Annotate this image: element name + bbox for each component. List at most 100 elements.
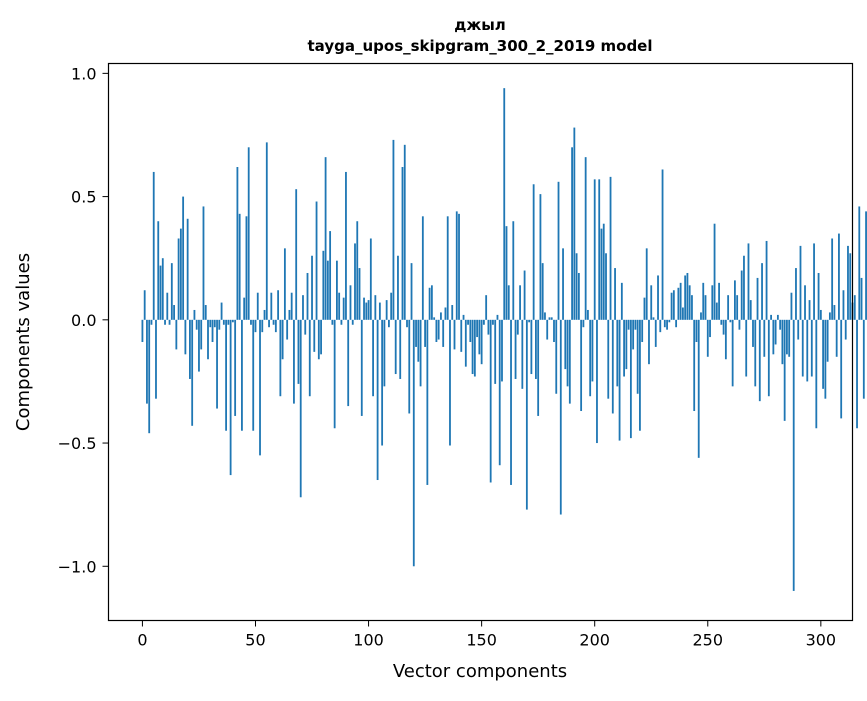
bar-256 <box>720 319 723 325</box>
bar-224 <box>648 319 650 365</box>
bar-194 <box>580 319 583 412</box>
bar-148 <box>476 319 479 338</box>
bar-203 <box>600 228 603 320</box>
bar-289 <box>795 268 797 320</box>
bar-10 <box>164 319 166 325</box>
bar-310 <box>842 290 845 320</box>
bar-83 <box>329 231 332 320</box>
bar-255 <box>718 282 720 320</box>
bar-173 <box>532 184 535 320</box>
bar-257 <box>722 319 725 335</box>
bar-96 <box>358 268 361 320</box>
bar-271 <box>754 319 757 387</box>
bar-201 <box>596 319 598 444</box>
bar-131 <box>437 319 440 340</box>
bar-177 <box>541 263 544 320</box>
bar-140 <box>458 213 460 320</box>
bar-288 <box>792 319 795 591</box>
bar-308 <box>838 233 840 320</box>
bar-122 <box>417 319 420 362</box>
bar-319 <box>862 319 865 399</box>
bar-137 <box>451 305 454 320</box>
bar-38 <box>227 319 230 325</box>
bar-146 <box>471 319 474 375</box>
bar-52 <box>259 319 261 456</box>
bar-99 <box>365 302 368 320</box>
bar-24 <box>195 319 198 330</box>
bar-297 <box>813 243 815 320</box>
bar-228 <box>657 275 659 320</box>
bar-21 <box>189 319 191 379</box>
bar-285 <box>786 319 788 355</box>
bar-156 <box>494 319 497 384</box>
bar-4 <box>150 319 153 325</box>
bar-128 <box>430 285 433 320</box>
bar-284 <box>783 319 786 421</box>
bar-73 <box>306 272 309 320</box>
bar-80 <box>322 250 325 320</box>
bar-106 <box>381 319 384 446</box>
bar-208 <box>611 319 614 414</box>
bar-307 <box>835 319 838 357</box>
bar-193 <box>577 272 580 320</box>
bar-93 <box>351 319 354 325</box>
bar-39 <box>229 319 232 476</box>
bar-227 <box>654 319 657 347</box>
bar-86 <box>336 260 338 320</box>
bar-211 <box>618 319 621 441</box>
bar-112 <box>394 319 397 375</box>
bar-87 <box>338 292 341 320</box>
bar-11 <box>166 292 169 320</box>
bar-220 <box>639 319 641 431</box>
bar-130 <box>435 319 438 342</box>
bar-210 <box>616 319 619 387</box>
y-tick-label: 0.5 <box>71 188 96 207</box>
bar-240 <box>684 275 687 320</box>
bar-275 <box>763 319 766 357</box>
x-axis: 0 50 100 150 200 250 300 <box>137 620 836 650</box>
bar-198 <box>589 319 592 397</box>
bar-14 <box>173 305 175 320</box>
bar-92 <box>349 285 352 320</box>
bar-98 <box>363 297 365 320</box>
bar-152 <box>485 295 488 320</box>
bar-282 <box>779 319 782 330</box>
x-tick-label: 0 <box>137 631 147 650</box>
bar-78 <box>317 319 320 360</box>
bar-320 <box>865 211 867 320</box>
bar-36 <box>222 319 225 325</box>
bar-309 <box>840 319 843 419</box>
bar-182 <box>553 319 555 342</box>
bar-287 <box>790 292 793 320</box>
bar-0 <box>141 319 144 342</box>
bar-126 <box>426 319 429 485</box>
bar-195 <box>582 319 585 328</box>
bar-264 <box>738 319 741 330</box>
bar-265 <box>740 270 743 320</box>
bar-234 <box>670 292 673 320</box>
bar-141 <box>460 319 463 352</box>
bar-26 <box>200 319 203 350</box>
bar-270 <box>752 319 754 347</box>
bar-124 <box>421 216 424 320</box>
bar-280 <box>774 319 777 345</box>
bar-43 <box>238 213 241 320</box>
bar-147 <box>473 319 476 377</box>
bar-9 <box>161 258 164 320</box>
bar-139 <box>455 211 458 320</box>
bar-244 <box>693 319 696 412</box>
y-tick-label: 0.0 <box>71 311 96 330</box>
bar-226 <box>652 317 655 320</box>
bar-241 <box>686 272 689 320</box>
bar-196 <box>584 157 587 320</box>
bar-185 <box>559 319 562 515</box>
bar-301 <box>822 319 825 389</box>
bar-286 <box>788 319 791 357</box>
bar-217 <box>632 319 635 350</box>
bar-304 <box>828 312 831 320</box>
bar-143 <box>464 319 467 367</box>
bar-303 <box>826 319 829 362</box>
bar-181 <box>550 317 553 320</box>
bar-157 <box>496 314 499 320</box>
bar-239 <box>681 307 684 320</box>
